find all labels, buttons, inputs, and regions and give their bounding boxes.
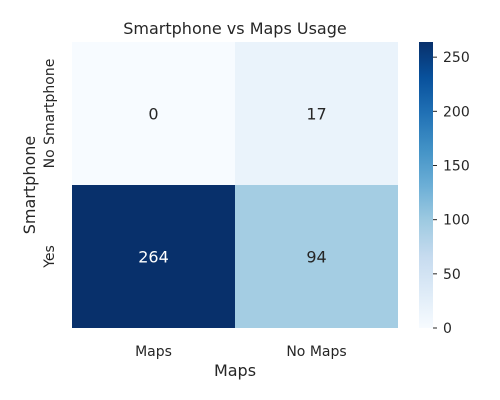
heatmap-cell [235,42,398,185]
y-axis-label: Smartphone [20,136,39,234]
heatmap-cell-label: 264 [138,248,169,267]
colorbar-tick-label: 250 [443,50,470,66]
heatmap-cell [235,185,398,328]
colorbar-tick-label: 50 [443,267,461,283]
x-tick-label: Maps [135,344,172,360]
chart-title: Smartphone vs Maps Usage [123,19,346,38]
colorbar-tick-label: 100 [443,213,470,229]
colorbar-tick-label: 150 [443,159,470,175]
y-tick-labels: No Smartphone Yes [42,59,58,269]
colorbar-ticks: 0 50 100 150 200 250 [433,50,470,337]
x-axis-label: Maps [214,361,256,380]
colorbar [419,42,433,328]
y-tick-label: No Smartphone [42,59,58,169]
heatmap-cell [72,42,235,185]
x-tick-labels: Maps No Maps [135,344,347,360]
heatmap-cell-label: 0 [148,105,158,124]
colorbar-tick-label: 0 [443,321,452,337]
heatmap-cell-label: 17 [306,105,326,124]
heatmap-cell-labels: 0 17 264 94 [138,105,326,267]
x-tick-label: No Maps [286,344,346,360]
heatmap-cell [72,185,235,328]
y-tick-label: Yes [42,245,58,269]
heatmap-cell-label: 94 [306,248,326,267]
colorbar-tick-label: 200 [443,104,470,120]
heatmap-cells [72,42,398,328]
